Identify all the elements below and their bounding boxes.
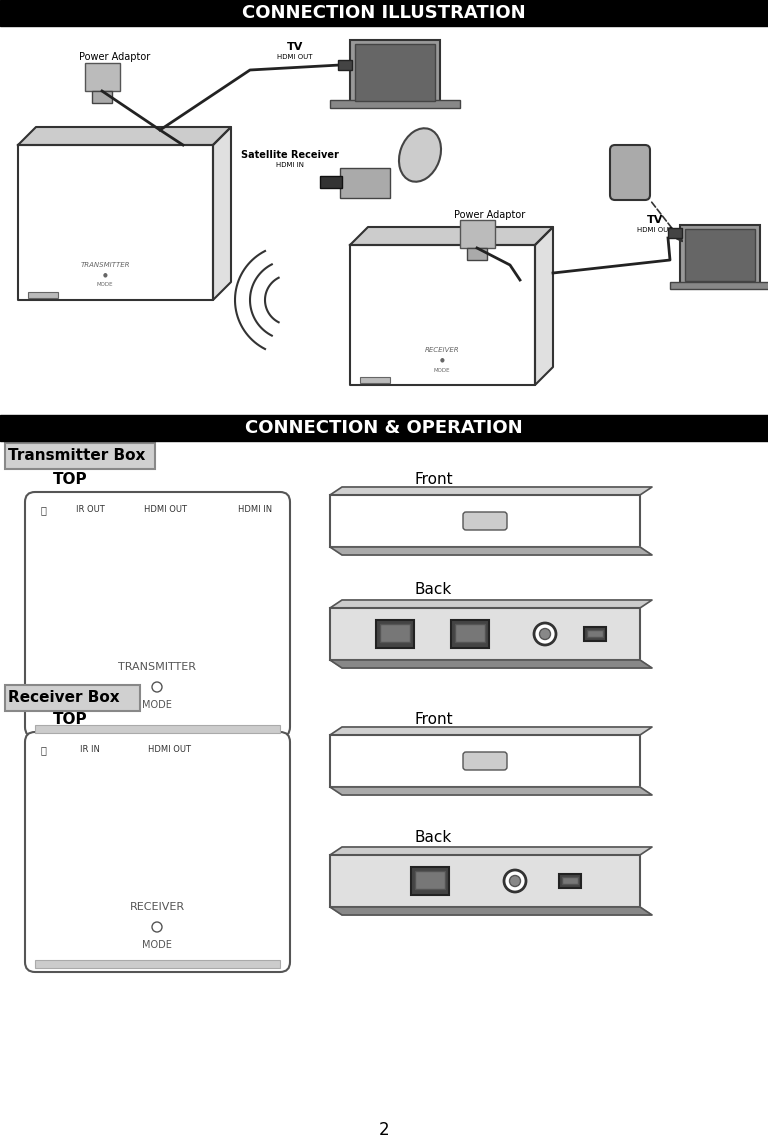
Bar: [584, 627, 606, 641]
Text: ●: ●: [439, 358, 445, 362]
Bar: [355, 44, 435, 101]
Text: RECEIVER: RECEIVER: [130, 902, 184, 912]
Bar: [411, 868, 449, 895]
Circle shape: [504, 870, 526, 892]
Text: MODE: MODE: [142, 700, 172, 711]
Circle shape: [152, 682, 162, 692]
Polygon shape: [330, 906, 652, 915]
Bar: [460, 220, 495, 248]
Bar: [330, 100, 460, 108]
Polygon shape: [330, 660, 652, 668]
Polygon shape: [330, 601, 652, 609]
Text: CONNECTION ILLUSTRATION: CONNECTION ILLUSTRATION: [242, 3, 526, 22]
Bar: [587, 630, 603, 637]
Polygon shape: [350, 227, 553, 245]
Polygon shape: [330, 547, 652, 555]
Text: HDMI OUT: HDMI OUT: [277, 54, 313, 60]
Bar: [85, 63, 120, 91]
Bar: [330, 609, 640, 660]
Text: MODE: MODE: [434, 368, 450, 372]
Bar: [562, 877, 578, 884]
Bar: [670, 282, 768, 289]
Bar: [338, 60, 352, 70]
Text: Back: Back: [415, 831, 452, 846]
Text: ⏻: ⏻: [40, 745, 46, 755]
Bar: [467, 248, 487, 260]
Text: HDMI OUT: HDMI OUT: [144, 505, 187, 515]
Text: HDMI OUT: HDMI OUT: [148, 746, 191, 754]
Text: TOP: TOP: [53, 713, 88, 728]
Polygon shape: [213, 127, 231, 300]
Text: MODE: MODE: [97, 283, 113, 288]
Text: TOP: TOP: [53, 472, 88, 487]
Text: TRANSMITTER: TRANSMITTER: [118, 662, 196, 672]
Bar: [451, 620, 489, 647]
Text: TV: TV: [286, 42, 303, 52]
FancyBboxPatch shape: [25, 732, 290, 972]
Polygon shape: [535, 227, 553, 385]
Text: ⏻: ⏻: [40, 505, 46, 515]
Text: MODE: MODE: [142, 940, 172, 950]
Text: IR OUT: IR OUT: [75, 505, 104, 515]
Text: HDMI OUT: HDMI OUT: [637, 227, 673, 233]
Polygon shape: [330, 487, 652, 495]
Polygon shape: [18, 127, 231, 146]
FancyBboxPatch shape: [463, 752, 507, 770]
Bar: [350, 40, 440, 105]
Text: Power Adaptor: Power Adaptor: [79, 52, 151, 62]
Bar: [92, 91, 112, 103]
Text: Front: Front: [415, 472, 454, 487]
Polygon shape: [18, 146, 213, 300]
Polygon shape: [330, 727, 652, 735]
Bar: [35, 960, 280, 968]
Bar: [380, 625, 410, 642]
Bar: [330, 855, 640, 906]
Text: HDMI IN: HDMI IN: [276, 162, 304, 168]
Polygon shape: [330, 847, 652, 855]
Circle shape: [509, 876, 521, 887]
Bar: [0, 415, 768, 441]
Text: HDMI IN: HDMI IN: [238, 505, 272, 515]
Circle shape: [539, 628, 551, 639]
Circle shape: [534, 623, 556, 645]
Bar: [415, 871, 445, 889]
FancyBboxPatch shape: [25, 492, 290, 737]
Bar: [5, 444, 155, 469]
Text: TV: TV: [647, 215, 664, 225]
FancyBboxPatch shape: [463, 512, 507, 529]
Bar: [680, 225, 760, 285]
Text: 2: 2: [379, 1121, 389, 1139]
Text: Transmitter Box: Transmitter Box: [8, 448, 145, 463]
Text: TRANSMITTER: TRANSMITTER: [80, 262, 130, 268]
Bar: [5, 685, 140, 711]
Text: IR IN: IR IN: [80, 746, 100, 754]
Ellipse shape: [399, 128, 441, 182]
Bar: [0, 0, 768, 26]
FancyBboxPatch shape: [610, 146, 650, 201]
Text: Front: Front: [415, 713, 454, 728]
Bar: [340, 168, 390, 198]
Polygon shape: [330, 787, 652, 795]
Bar: [668, 228, 682, 238]
Bar: [360, 377, 390, 383]
Polygon shape: [350, 245, 535, 385]
Bar: [455, 625, 485, 642]
Bar: [28, 292, 58, 298]
Bar: [330, 735, 640, 787]
Text: Satellite Receiver: Satellite Receiver: [241, 150, 339, 160]
Bar: [320, 176, 342, 188]
Bar: [685, 229, 755, 281]
Bar: [559, 874, 581, 888]
Bar: [35, 725, 280, 733]
Text: Receiver Box: Receiver Box: [8, 691, 120, 706]
Bar: [376, 620, 414, 647]
Bar: [330, 495, 640, 547]
Circle shape: [152, 923, 162, 932]
Text: ●: ●: [103, 273, 108, 277]
Text: Power Adaptor: Power Adaptor: [455, 210, 525, 220]
Text: CONNECTION & OPERATION: CONNECTION & OPERATION: [245, 419, 523, 437]
Text: Back: Back: [415, 582, 452, 597]
Text: RECEIVER: RECEIVER: [425, 347, 459, 353]
